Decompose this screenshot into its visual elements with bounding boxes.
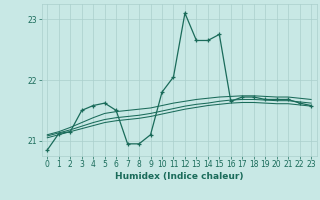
X-axis label: Humidex (Indice chaleur): Humidex (Indice chaleur) bbox=[115, 172, 244, 181]
